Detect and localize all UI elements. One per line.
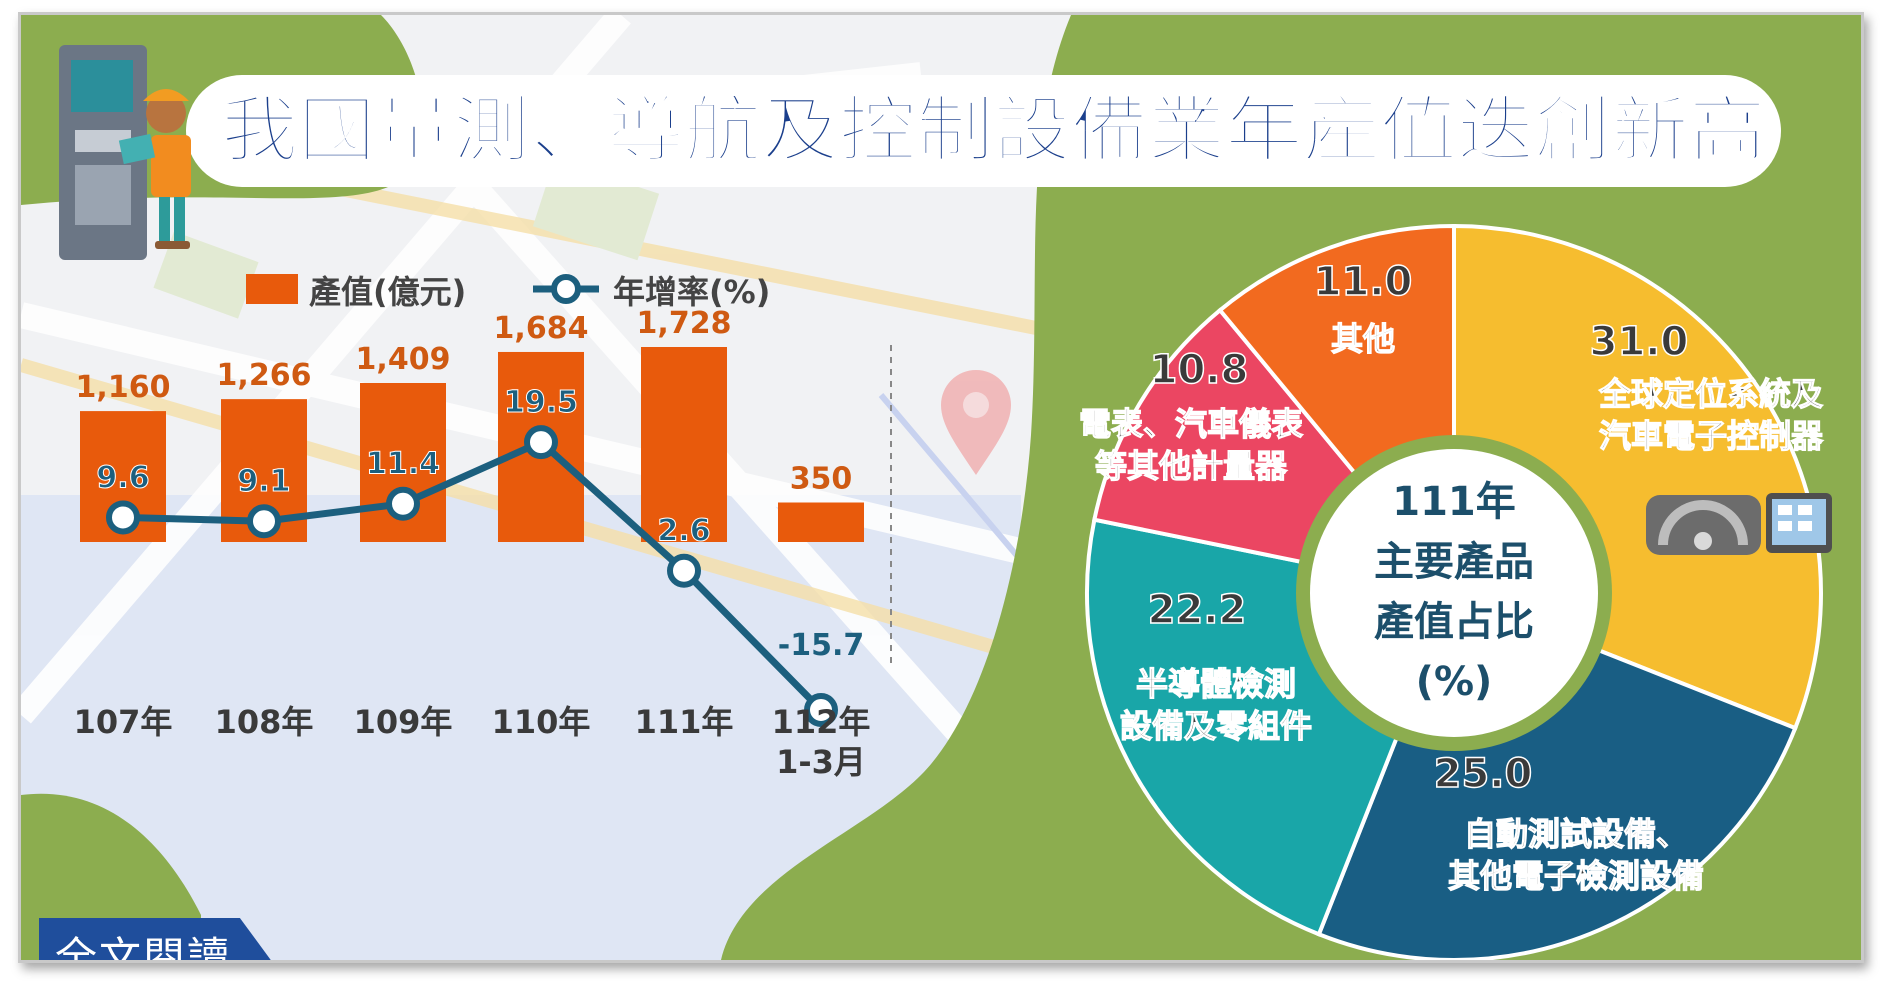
title-banner: 我國量測、導航及控制設備業年產值迭創新高 <box>186 75 1781 187</box>
bar-value-label: 1,728 <box>637 306 732 341</box>
pie-category-label: 其他 <box>1331 320 1395 358</box>
legend-line-label: 年增率(%) <box>613 273 770 311</box>
pie-value-label: 25.0 <box>1434 751 1533 797</box>
growth-value-label: 9.1 <box>237 464 290 499</box>
bar-5 <box>778 502 864 542</box>
pie-category-label: 汽車電子控制器 <box>1599 417 1824 455</box>
line-series: 9.6 9.1 11.4 19.5 2.6 -15.7 <box>96 385 864 727</box>
pie-value-label: 11.0 <box>1314 259 1413 305</box>
pie-category-label: 其他電子檢測設備 <box>1448 857 1704 895</box>
pie-value-label: 31.0 <box>1590 319 1689 365</box>
x-tick-label: 111年 <box>635 703 734 741</box>
growth-point-1 <box>247 504 281 539</box>
pie-center-line: 產值占比 <box>1374 599 1534 645</box>
growth-value-label: 11.4 <box>366 447 440 482</box>
pie-center-line: 111年 <box>1392 479 1516 525</box>
legend-bar-label: 產值(億元) <box>309 273 466 311</box>
bar-value-label: 1,160 <box>76 370 171 405</box>
combo-chart: 產值(億元) 年增率(%) 1,160 1,266 1,409 1,684 1,728 3… <box>74 273 892 781</box>
x-axis-labels: 107年 108年 109年 110年 111年 112年 1-3月 <box>74 703 871 781</box>
x-tick-label: 108年 <box>215 703 314 741</box>
x-tick-label-line: 108年 <box>215 703 314 741</box>
read-more-label: 全文閱讀 <box>55 933 232 963</box>
worker-illustration <box>59 45 191 260</box>
pie-category-label: 半導體檢測 <box>1136 665 1296 703</box>
growth-value-label: -15.7 <box>778 628 864 663</box>
growth-point-0 <box>106 500 140 535</box>
page-title: 我國量測、導航及控制設備業年產值迭創新高 <box>221 88 1766 172</box>
growth-point-5 <box>804 692 838 727</box>
legend-bar-swatch <box>246 274 298 304</box>
x-tick-label: 112年 1-3月 <box>772 703 871 781</box>
growth-point-2 <box>386 486 420 521</box>
read-more-button[interactable]: 全文閱讀 <box>39 918 284 963</box>
pie-center-line: (%) <box>1416 659 1493 705</box>
x-tick-label: 107年 <box>74 703 173 741</box>
x-tick-label: 110年 <box>492 703 591 741</box>
pie-category-label: 等其他計量器 <box>1095 447 1288 485</box>
legend-line-marker <box>551 274 581 304</box>
infographic: 我國量測、導航及控制設備業年產值迭創新高 產值(億元) <box>21 15 1861 960</box>
bar-value-label: 1,409 <box>356 342 451 377</box>
x-tick-label-line: 109年 <box>354 703 453 741</box>
pie-value-label: 10.8 <box>1150 347 1249 393</box>
x-tick-label-line: 110年 <box>492 703 591 741</box>
x-tick-label-line: 112年 <box>772 703 871 741</box>
gps-device-icon <box>1766 493 1832 553</box>
bar-4 <box>641 347 727 542</box>
pie-category-label: 電表、汽車儀表 <box>1079 405 1303 443</box>
growth-value-label: 19.5 <box>504 385 578 420</box>
x-tick-label: 109年 <box>354 703 453 741</box>
bar-value-label: 1,266 <box>217 358 312 393</box>
chart-legend: 產值(億元) 年增率(%) <box>246 273 770 311</box>
growth-point-4 <box>667 553 701 588</box>
pie-category-label: 設備及零組件 <box>1120 707 1312 745</box>
dashboard-icon <box>1646 495 1761 555</box>
x-tick-label-line: 111年 <box>635 703 734 741</box>
growth-value-label: 9.6 <box>96 460 149 495</box>
x-tick-label-line: 1-3月 <box>776 743 866 781</box>
growth-point-3 <box>524 425 558 460</box>
read-more-bg <box>39 918 284 960</box>
pie-center-line: 主要產品 <box>1374 539 1534 585</box>
pie-category-label: 全球定位系統及 <box>1598 375 1823 413</box>
growth-line <box>122 437 824 713</box>
map-pin-icon <box>941 370 1011 475</box>
pie-category-label: 自動測試設備、 <box>1464 815 1688 853</box>
x-tick-label-line: 107年 <box>74 703 173 741</box>
infographic-frame: 我國量測、導航及控制設備業年產值迭創新高 產值(億元) <box>18 12 1864 963</box>
bar-value-label: 350 <box>790 462 853 497</box>
bar-series: 1,160 1,266 1,409 1,684 1,728 350 <box>76 306 864 542</box>
pie-value-label: 22.2 <box>1148 587 1247 633</box>
bar-value-label: 1,684 <box>494 311 589 346</box>
growth-value-label: 2.6 <box>657 514 710 549</box>
pie-center <box>1310 449 1598 737</box>
